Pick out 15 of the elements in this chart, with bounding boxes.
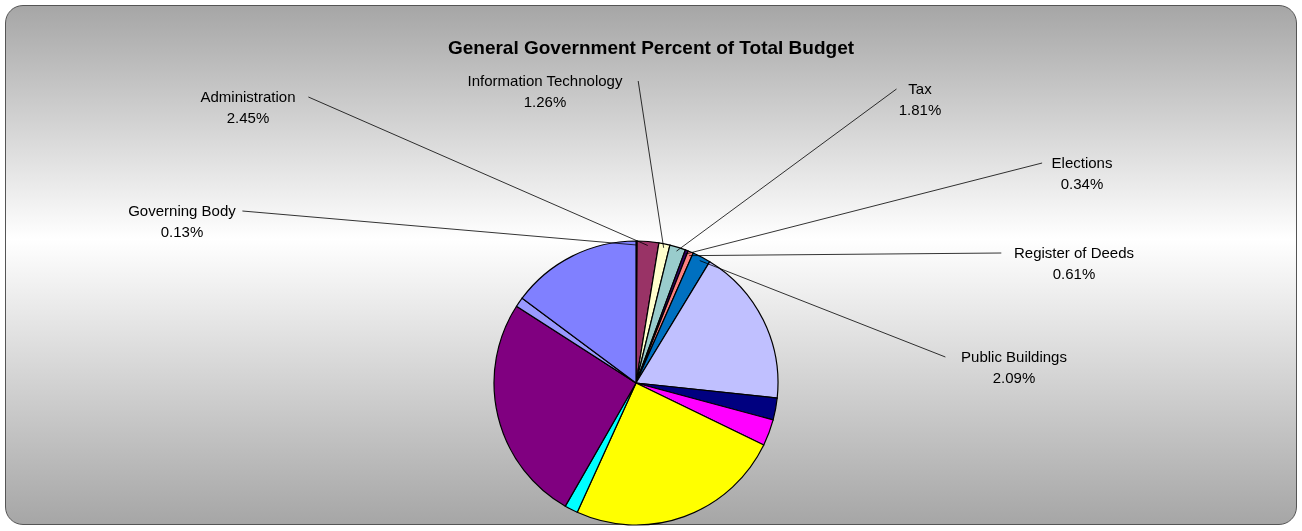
slice-label: Tax — [908, 80, 933, 97]
data-label: 0.61% — [1052, 265, 1096, 282]
data-label: 2.09% — [992, 369, 1036, 386]
chart-title: General Government Percent of Total Budget — [447, 37, 855, 58]
slice-label: Elections — [1051, 154, 1113, 171]
data-label: 1.81% — [898, 101, 942, 118]
data-label: 0.13% — [160, 223, 204, 240]
data-label: 0.34% — [1060, 175, 1104, 192]
slice-label: Register of Deeds — [1013, 244, 1135, 261]
slice-label: Information Technology — [467, 72, 623, 89]
data-label: 2.45% — [226, 109, 270, 126]
data-label: 1.26% — [523, 93, 567, 110]
slice-label: Public Buildings — [961, 348, 1067, 365]
slice-label: Administration — [200, 88, 296, 105]
slice-label: Governing Body — [128, 202, 237, 219]
